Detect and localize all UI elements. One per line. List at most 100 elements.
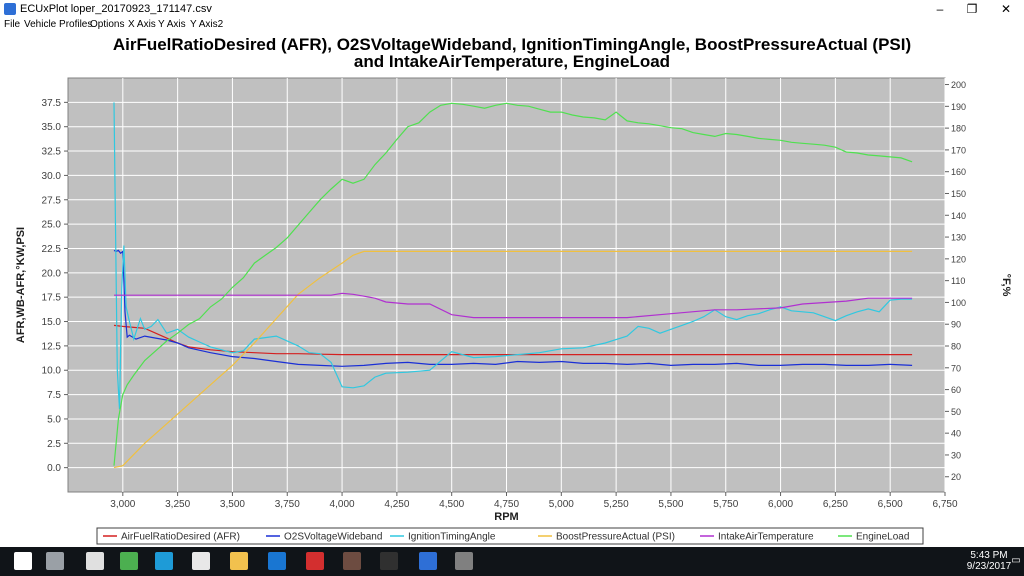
- app-icon[interactable]: [380, 552, 398, 570]
- y2-axis-label: °F,%: [1000, 274, 1012, 297]
- store-icon[interactable]: [192, 552, 210, 570]
- system-clock[interactable]: 5:43 PM 9/23/2017: [960, 550, 1018, 572]
- y2-tick-label: 120: [951, 254, 966, 264]
- app-window-icon[interactable]: [86, 552, 104, 570]
- y2-tick-label: 80: [951, 342, 961, 352]
- x-tick-label: 5,250: [604, 499, 629, 510]
- chart-title-line2: and IntakeAirTemperature, EngineLoad: [353, 52, 671, 71]
- window-titlebar: ECUxPlot loper_20170923_171147.csv – ❐ ✕: [0, 0, 1024, 18]
- y2-tick-label: 150: [951, 189, 966, 199]
- menu-options[interactable]: Options: [90, 19, 125, 30]
- y-tick-label: 37.5: [42, 98, 62, 109]
- y-tick-label: 22.5: [42, 244, 62, 255]
- x-axis-label: RPM: [494, 511, 518, 523]
- menu-x-axis[interactable]: X Axis: [128, 19, 156, 30]
- y2-tick-label: 160: [951, 167, 966, 177]
- y-tick-label: 15.0: [42, 317, 62, 328]
- taskbar: 5:43 PM 9/23/2017 ▭: [0, 547, 1024, 576]
- x-tick-label: 5,000: [549, 499, 574, 510]
- y2-tick-label: 130: [951, 233, 966, 243]
- minimize-button[interactable]: –: [936, 2, 944, 16]
- menu-y-axis2[interactable]: Y Axis2: [190, 19, 224, 30]
- y-axis-label: AFR,WB-AFR,°KW,PSI: [15, 227, 27, 343]
- y-tick-label: 7.5: [47, 390, 61, 401]
- series-line: [113, 250, 913, 469]
- menu-file[interactable]: File: [4, 19, 21, 30]
- x-tick-label: 4,250: [384, 499, 409, 510]
- y2-tick-label: 70: [951, 363, 961, 373]
- y2-tick-label: 50: [951, 407, 961, 417]
- menu-vehicle-profiles[interactable]: Vehicle Profiles: [24, 19, 93, 30]
- series-line: [114, 292, 913, 319]
- misc-app-icon[interactable]: [455, 552, 473, 570]
- edge-icon[interactable]: [268, 552, 286, 570]
- legend-label: IgnitionTimingAngle: [408, 532, 496, 543]
- x-tick-label: 3,000: [110, 499, 135, 510]
- legend-label: EngineLoad: [856, 532, 909, 543]
- x-tick-label: 5,750: [713, 499, 738, 510]
- x-tick-label: 5,500: [658, 499, 683, 510]
- x-tick-label: 6,750: [932, 499, 957, 510]
- y-tick-label: 25.0: [42, 220, 62, 231]
- y2-tick-label: 140: [951, 211, 966, 221]
- x-tick-label: 6,500: [878, 499, 903, 510]
- x-tick-label: 4,750: [494, 499, 519, 510]
- y-tick-label: 32.5: [42, 147, 62, 158]
- y2-tick-label: 200: [951, 80, 966, 90]
- y-tick-label: 20.0: [42, 268, 62, 279]
- y-tick-label: 2.5: [47, 439, 61, 450]
- chart-canvas: 3,000 3,250 3,500 3,750 4,000 4,250 4,500 4,750…: [15, 77, 1012, 545]
- x-tick-label: 3,250: [165, 499, 190, 510]
- y2-tick-label: 100: [951, 298, 966, 308]
- chrome-icon[interactable]: [120, 552, 138, 570]
- x-tick-label: 3,500: [220, 499, 245, 510]
- maximize-button[interactable]: ❐: [966, 2, 978, 16]
- ecuxplot-app-icon: [4, 3, 16, 15]
- menu-bar: File Vehicle Profiles Options X Axis Y A…: [0, 18, 1024, 32]
- clock-date: 9/23/2017: [966, 561, 1012, 572]
- series-line: [113, 324, 913, 356]
- file-explorer-icon[interactable]: [230, 552, 248, 570]
- legend-label: O2SVoltageWideband: [284, 532, 382, 543]
- legend-box: [96, 527, 924, 545]
- skype-icon[interactable]: [155, 552, 173, 570]
- notification-icon[interactable]: ▭: [1011, 555, 1021, 566]
- clock-time: 5:43 PM: [970, 550, 1008, 561]
- y2-tick-label: 180: [951, 124, 966, 134]
- y2-tick-label: 190: [951, 102, 966, 112]
- y2-tick-label: 30: [951, 450, 961, 460]
- y2-tick-label: 110: [951, 276, 965, 286]
- y-tick-label: 10.0: [42, 366, 62, 377]
- y-tick-label: 5.0: [47, 414, 61, 425]
- y-tick-label: 12.5: [42, 341, 62, 352]
- x-tick-label: 6,250: [823, 499, 848, 510]
- y-tick-label: 27.5: [42, 195, 62, 206]
- y-tick-label: 17.5: [42, 293, 62, 304]
- y2-tick-label: 20: [951, 472, 961, 482]
- legend-label: AirFuelRatioDesired (AFR): [121, 532, 240, 543]
- y2-tick-label: 40: [951, 429, 961, 439]
- y-tick-label: 35.0: [42, 122, 62, 133]
- x-tick-label: 4,500: [439, 499, 464, 510]
- series-line: [113, 102, 913, 466]
- y2-tick-label: 90: [951, 320, 961, 330]
- x-tick-label: 4,000: [330, 499, 355, 510]
- y-tick-label: 0.0: [47, 463, 61, 474]
- legend-label: IntakeAirTemperature: [718, 532, 814, 543]
- legend-label: BoostPressureActual (PSI): [556, 532, 675, 543]
- ecuxplot-icon[interactable]: [419, 552, 437, 570]
- chart-title-line1: AirFuelRatioDesired (AFR), O2SVoltageWid…: [112, 35, 912, 54]
- netflix-icon[interactable]: [306, 552, 324, 570]
- series-line: [113, 102, 913, 410]
- close-button[interactable]: ✕: [1000, 2, 1012, 16]
- window-title: ECUxPlot loper_20170923_171147.csv: [20, 3, 212, 15]
- windows-start-icon[interactable]: [14, 552, 32, 570]
- media-app-icon[interactable]: [343, 552, 361, 570]
- y2-tick-label: 170: [951, 145, 966, 155]
- task-view-icon[interactable]: [46, 552, 64, 570]
- menu-y-axis[interactable]: Y Axis: [158, 19, 186, 30]
- x-tick-label: 6,000: [768, 499, 793, 510]
- y2-tick-label: 60: [951, 385, 961, 395]
- x-tick-label: 3,750: [275, 499, 300, 510]
- y-tick-label: 30.0: [42, 171, 62, 182]
